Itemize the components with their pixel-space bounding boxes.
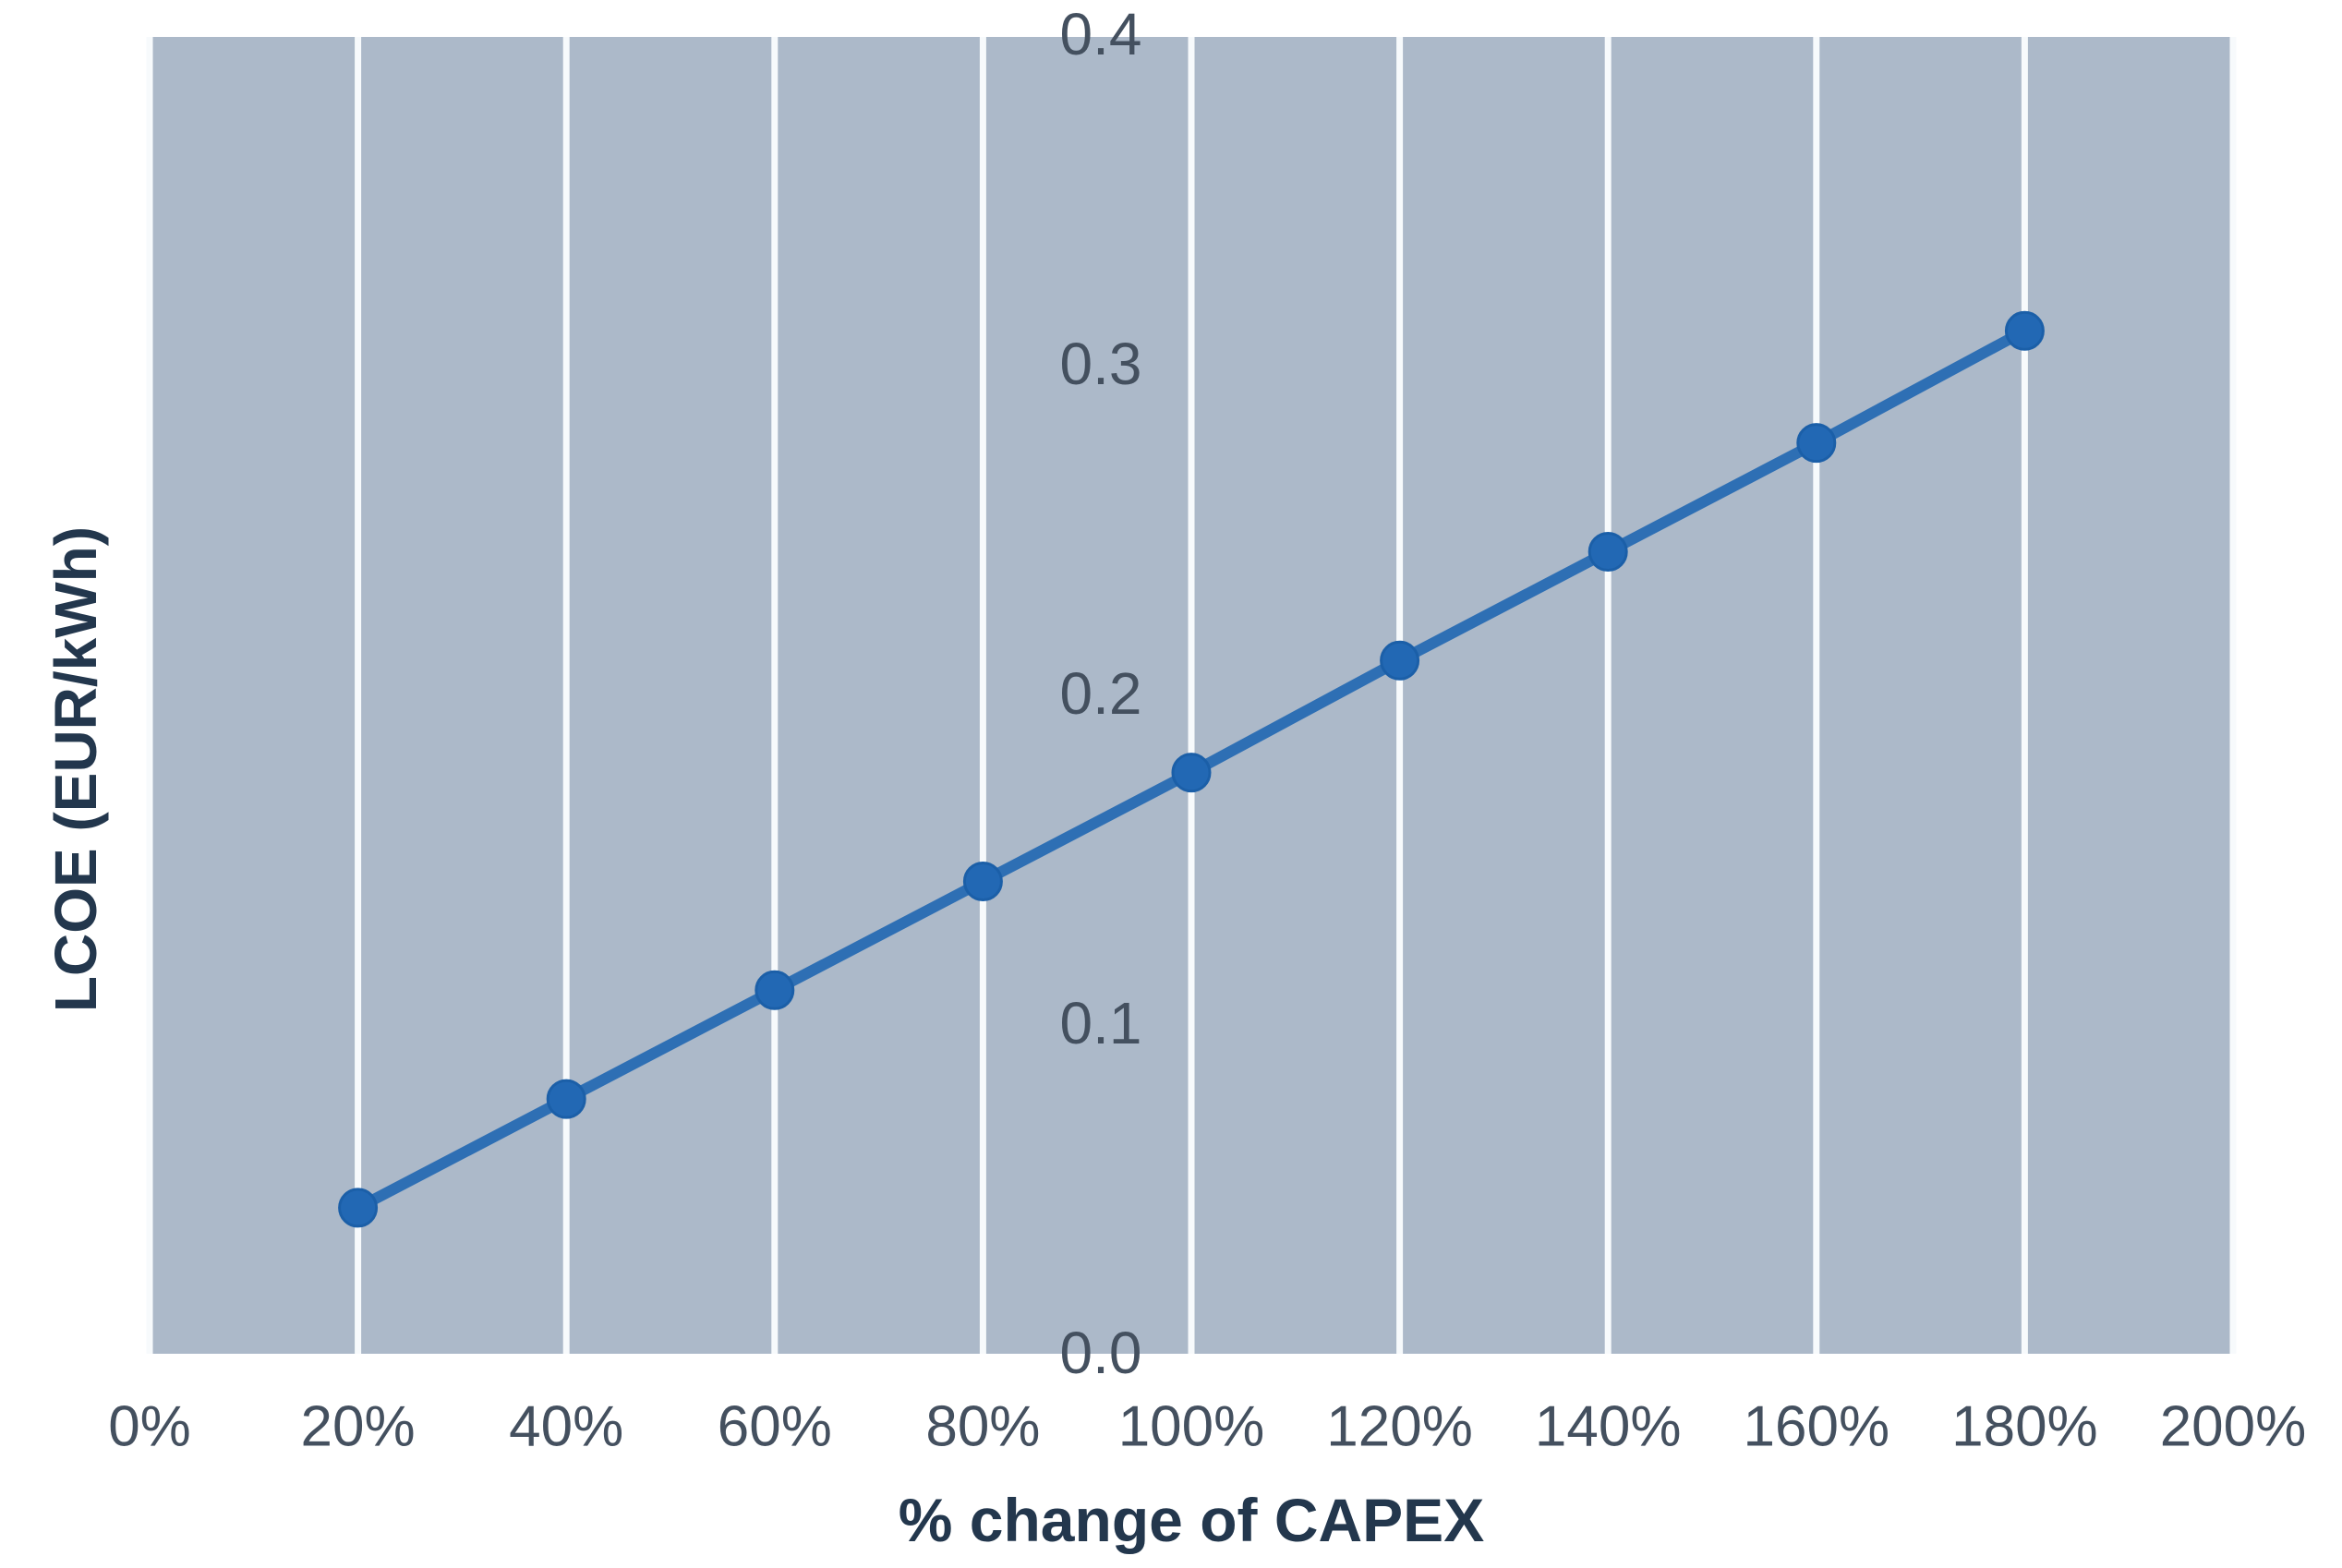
y-tick-label-0.1: 0.1 bbox=[1060, 990, 1142, 1056]
x-tick-label-100%: 100% bbox=[1118, 1395, 1265, 1459]
data-point-20pct bbox=[338, 1188, 379, 1228]
y-tick-label-0.2: 0.2 bbox=[1060, 660, 1142, 727]
x-tick-label-180%: 180% bbox=[1951, 1395, 2098, 1459]
y-axis-title: LCOE (EUR/kWh) bbox=[42, 525, 109, 1013]
x-tick-label-20%: 20% bbox=[301, 1395, 416, 1459]
x-axis-title: % change of CAPEX bbox=[898, 1486, 1485, 1554]
data-point-140pct bbox=[1587, 531, 1628, 572]
x-tick-label-120%: 120% bbox=[1326, 1395, 1473, 1459]
x-tick-label-60%: 60% bbox=[718, 1395, 832, 1459]
x-tick-label-160%: 160% bbox=[1744, 1395, 1890, 1459]
y-tick-label-0.4: 0.4 bbox=[1060, 1, 1142, 67]
data-point-80pct bbox=[962, 861, 1003, 901]
x-tick-label-80%: 80% bbox=[925, 1395, 1040, 1459]
data-point-100pct bbox=[1171, 753, 1212, 793]
data-point-180pct bbox=[2004, 310, 2045, 351]
x-tick-label-40%: 40% bbox=[509, 1395, 623, 1459]
data-point-60pct bbox=[755, 970, 795, 1010]
data-point-160pct bbox=[1796, 423, 1837, 464]
x-tick-label-200%: 200% bbox=[2160, 1395, 2307, 1459]
data-point-120pct bbox=[1380, 640, 1420, 681]
x-tick-label-140%: 140% bbox=[1535, 1395, 1682, 1459]
y-tick-label-0.0: 0.0 bbox=[1060, 1320, 1142, 1386]
x-tick-label-0%: 0% bbox=[108, 1395, 191, 1459]
data-point-40pct bbox=[546, 1079, 586, 1119]
y-tick-label-0.3: 0.3 bbox=[1060, 331, 1142, 397]
